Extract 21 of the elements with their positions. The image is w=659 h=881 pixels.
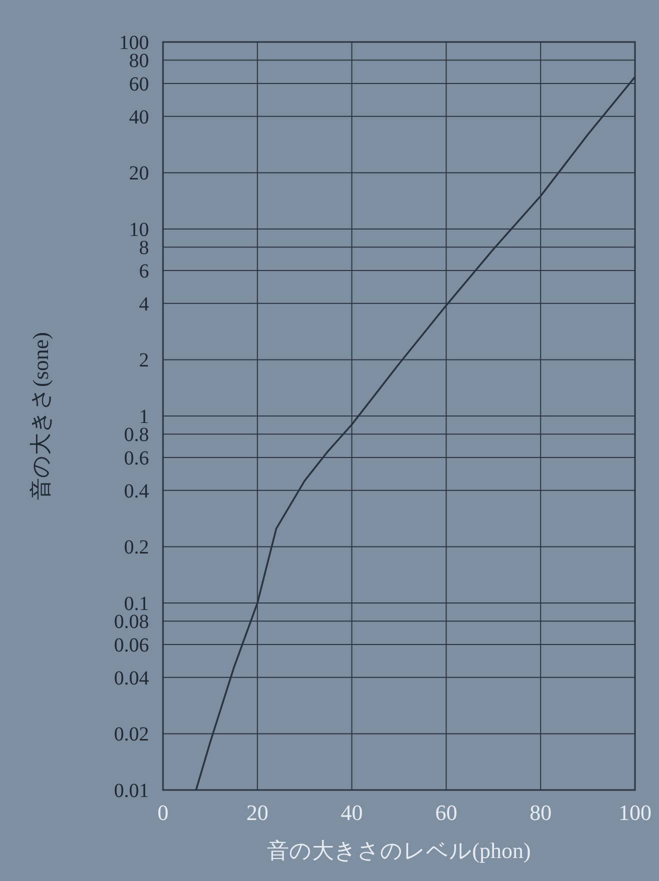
x-tick-label: 80 — [530, 800, 552, 825]
x-tick-label: 60 — [435, 800, 458, 825]
x-tick-label: 40 — [340, 800, 363, 825]
y-tick-label: 2 — [139, 350, 149, 372]
x-tick-label: 100 — [618, 800, 652, 825]
x-axis-title: 音の大きさのレベル(phon) — [267, 838, 531, 863]
y-tick-label: 0.4 — [124, 480, 149, 502]
x-tick-label: 0 — [158, 800, 168, 825]
y-tick-label: 0.01 — [114, 780, 149, 802]
y-tick-label: 0.06 — [114, 634, 149, 656]
y-tick-label: 4 — [139, 293, 149, 316]
y-axis-title: 音の大きさ(sone) — [28, 332, 53, 500]
y-tick-label: 60 — [129, 73, 149, 96]
y-tick-label: 6 — [139, 260, 149, 282]
y-tick-label: 20 — [129, 162, 149, 185]
x-tick-label: 20 — [246, 800, 268, 825]
y-tick-label: 0.02 — [114, 724, 149, 746]
y-tick-label: 0.6 — [124, 447, 149, 470]
y-tick-label: 40 — [129, 106, 149, 128]
y-tick-label: 0.04 — [114, 667, 149, 690]
y-tick-label: 0.2 — [124, 536, 149, 559]
